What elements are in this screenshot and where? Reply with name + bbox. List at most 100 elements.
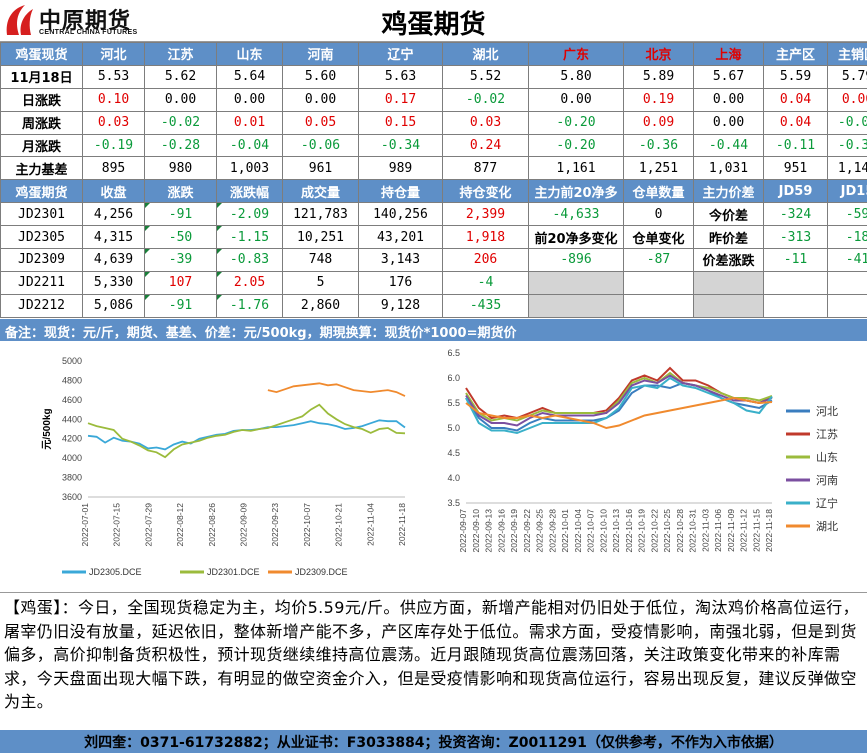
futures-cell-net20: -4,633 — [528, 202, 624, 227]
spot-cell: 980 — [144, 156, 217, 181]
logo-text: 中原期货 — [39, 8, 132, 34]
futures-cell-pct: -0.83 — [216, 248, 283, 272]
spot-cell: 5.80 — [528, 64, 624, 89]
series-line — [87, 419, 406, 451]
futures-column-header: 成交量 — [282, 179, 359, 204]
x-tick-label: 2022-10-13 — [611, 509, 621, 553]
spot-column-header: 江苏 — [144, 42, 217, 66]
futures-cell-net20 — [528, 293, 624, 318]
x-tick-label: 2022-09-28 — [547, 509, 557, 553]
spot-cell: -0.06 — [282, 133, 359, 158]
spot-column-header: 主产区 — [763, 42, 828, 66]
y-axis-label: 元/500kg — [41, 408, 53, 449]
x-tick-label: 2022-10-07 — [302, 503, 312, 547]
futures-cell-oichg: 206 — [442, 248, 529, 272]
legend-label: JD2305.DCE — [89, 567, 142, 577]
futures-cell-wr: 仓单变化 — [623, 225, 694, 250]
spot-cell: 0.00 — [144, 87, 217, 112]
spot-cell: 0.17 — [358, 87, 443, 112]
spot-row: 11月18日 5.53 5.62 5.64 5.60 5.63 5.52 5.80 5.89 5.… — [0, 64, 867, 89]
contract-code: JD2212 — [0, 293, 83, 318]
spot-cell: 0.06 — [827, 87, 867, 112]
y-tick-label: 5000 — [62, 356, 82, 366]
futures-cell-wr: 0 — [623, 202, 694, 227]
futures-cell-chg: -50 — [144, 225, 217, 250]
y-tick-label: 4000 — [62, 453, 82, 463]
spot-cell: -0.20 — [528, 133, 624, 158]
futures-cell-vol: 10,251 — [282, 225, 359, 250]
x-tick-label: 2022-11-03 — [700, 509, 710, 552]
futures-row: JD2309 4,639 -39 -0.83 748 3,143 206 -896 -87 价差涨… — [0, 248, 867, 272]
y-tick-label: 4200 — [62, 434, 82, 444]
note-bar: 备注：现货：元/斤，期货、基差、价差：元/500kg，期現换算：现货价*1000… — [0, 319, 867, 341]
futures-cell-close: 5,086 — [82, 293, 145, 318]
futures-cell-net20 — [528, 270, 624, 295]
y-tick-label: 4800 — [62, 375, 82, 385]
futures-price-chart: 500048004600440042004000380036002022-07-… — [41, 356, 407, 577]
spot-cell: 5.79 — [827, 64, 867, 89]
spot-cell: -0.33 — [827, 133, 867, 158]
x-tick-label: 2022-07-01 — [80, 503, 90, 547]
futures-column-header: 涨跌 — [144, 179, 217, 204]
spot-cell: 5.52 — [442, 64, 529, 89]
x-tick-label: 2022-11-15 — [751, 509, 761, 552]
x-tick-label: 2022-07-15 — [112, 503, 122, 547]
futures-cell-oi: 9,128 — [358, 293, 443, 318]
spot-cell: 0.00 — [693, 87, 764, 112]
contract-code: JD2305 — [0, 225, 83, 250]
x-tick-label: 2022-10-16 — [624, 509, 634, 553]
x-tick-label: 2022-10-31 — [688, 509, 698, 553]
x-tick-label: 2022-11-12 — [739, 509, 749, 552]
y-tick-label: 3.5 — [447, 498, 460, 508]
spot-cell: 0.10 — [82, 87, 145, 112]
x-tick-label: 2022-09-19 — [509, 509, 519, 553]
spot-cell: 5.60 — [282, 64, 359, 89]
x-tick-label: 2022-11-04 — [365, 503, 375, 546]
x-tick-label: 2022-10-19 — [637, 509, 647, 553]
x-tick-label: 2022-10-21 — [334, 503, 344, 547]
futures-cell-jd59: -324 — [763, 202, 828, 227]
spot-cell: -0.19 — [82, 133, 145, 158]
y-tick-label: 3600 — [62, 492, 82, 502]
spot-column-header: 北京 — [623, 42, 694, 66]
contract-code: JD2301 — [0, 202, 83, 227]
spot-cell: 1,003 — [216, 156, 283, 181]
futures-cell-chg: -39 — [144, 248, 217, 272]
spot-cell: 5.53 — [82, 64, 145, 89]
spot-cell: 0.04 — [763, 87, 828, 112]
spot-cell: 0.00 — [282, 87, 359, 112]
x-tick-label: 2022-09-09 — [239, 503, 249, 547]
x-tick-label: 2022-08-26 — [207, 503, 217, 547]
spot-row: 月涨跌 -0.19 -0.28 -0.04 -0.06 -0.34 0.24 -0.20 -0.… — [0, 133, 867, 158]
legend-label: 河南 — [816, 474, 838, 487]
spot-cell: 0.03 — [442, 110, 529, 135]
futures-cell-net20: 前20净多变化 — [528, 225, 624, 250]
x-tick-label: 2022-11-09 — [726, 509, 736, 552]
futures-cell-oi: 140,256 — [358, 202, 443, 227]
futures-column-header: 鸡蛋期货 — [0, 179, 83, 204]
x-tick-label: 2022-10-25 — [662, 509, 672, 553]
spot-cell: 1,148 — [827, 156, 867, 181]
futures-cell-chg: 107 — [144, 270, 217, 295]
x-tick-label: 2022-10-07 — [586, 509, 596, 553]
futures-cell-jd15: -41 — [827, 248, 867, 272]
spot-cell: 961 — [282, 156, 359, 181]
futures-cell-oichg: 2,399 — [442, 202, 529, 227]
spot-row: 日涨跌 0.10 0.00 0.00 0.00 0.17 -0.02 0.00 0.19 0.00… — [0, 87, 867, 112]
futures-row: JD2212 5,086 -91 -1.76 2,860 9,128 -435 — [0, 293, 867, 318]
spot-cell: -0.02 — [144, 110, 217, 135]
spot-cell: 0.03 — [82, 110, 145, 135]
contract-code: JD2309 — [0, 248, 83, 272]
futures-cell-chg: -91 — [144, 293, 217, 318]
spot-cell: 895 — [82, 156, 145, 181]
spot-column-header: 湖北 — [442, 42, 529, 66]
y-tick-label: 4400 — [62, 414, 82, 424]
company-logo: 中原期货 CENTRAL CHINA FUTURES — [3, 3, 153, 39]
futures-cell-wr — [623, 293, 694, 318]
spot-cell: -0.36 — [623, 133, 694, 158]
x-tick-label: 2022-10-22 — [649, 509, 659, 553]
futures-cell-spread_label: 昨价差 — [693, 225, 764, 250]
futures-cell-oichg: -435 — [442, 293, 529, 318]
spot-column-header: 鸡蛋现货 — [0, 42, 83, 66]
futures-cell-jd59: -313 — [763, 225, 828, 250]
